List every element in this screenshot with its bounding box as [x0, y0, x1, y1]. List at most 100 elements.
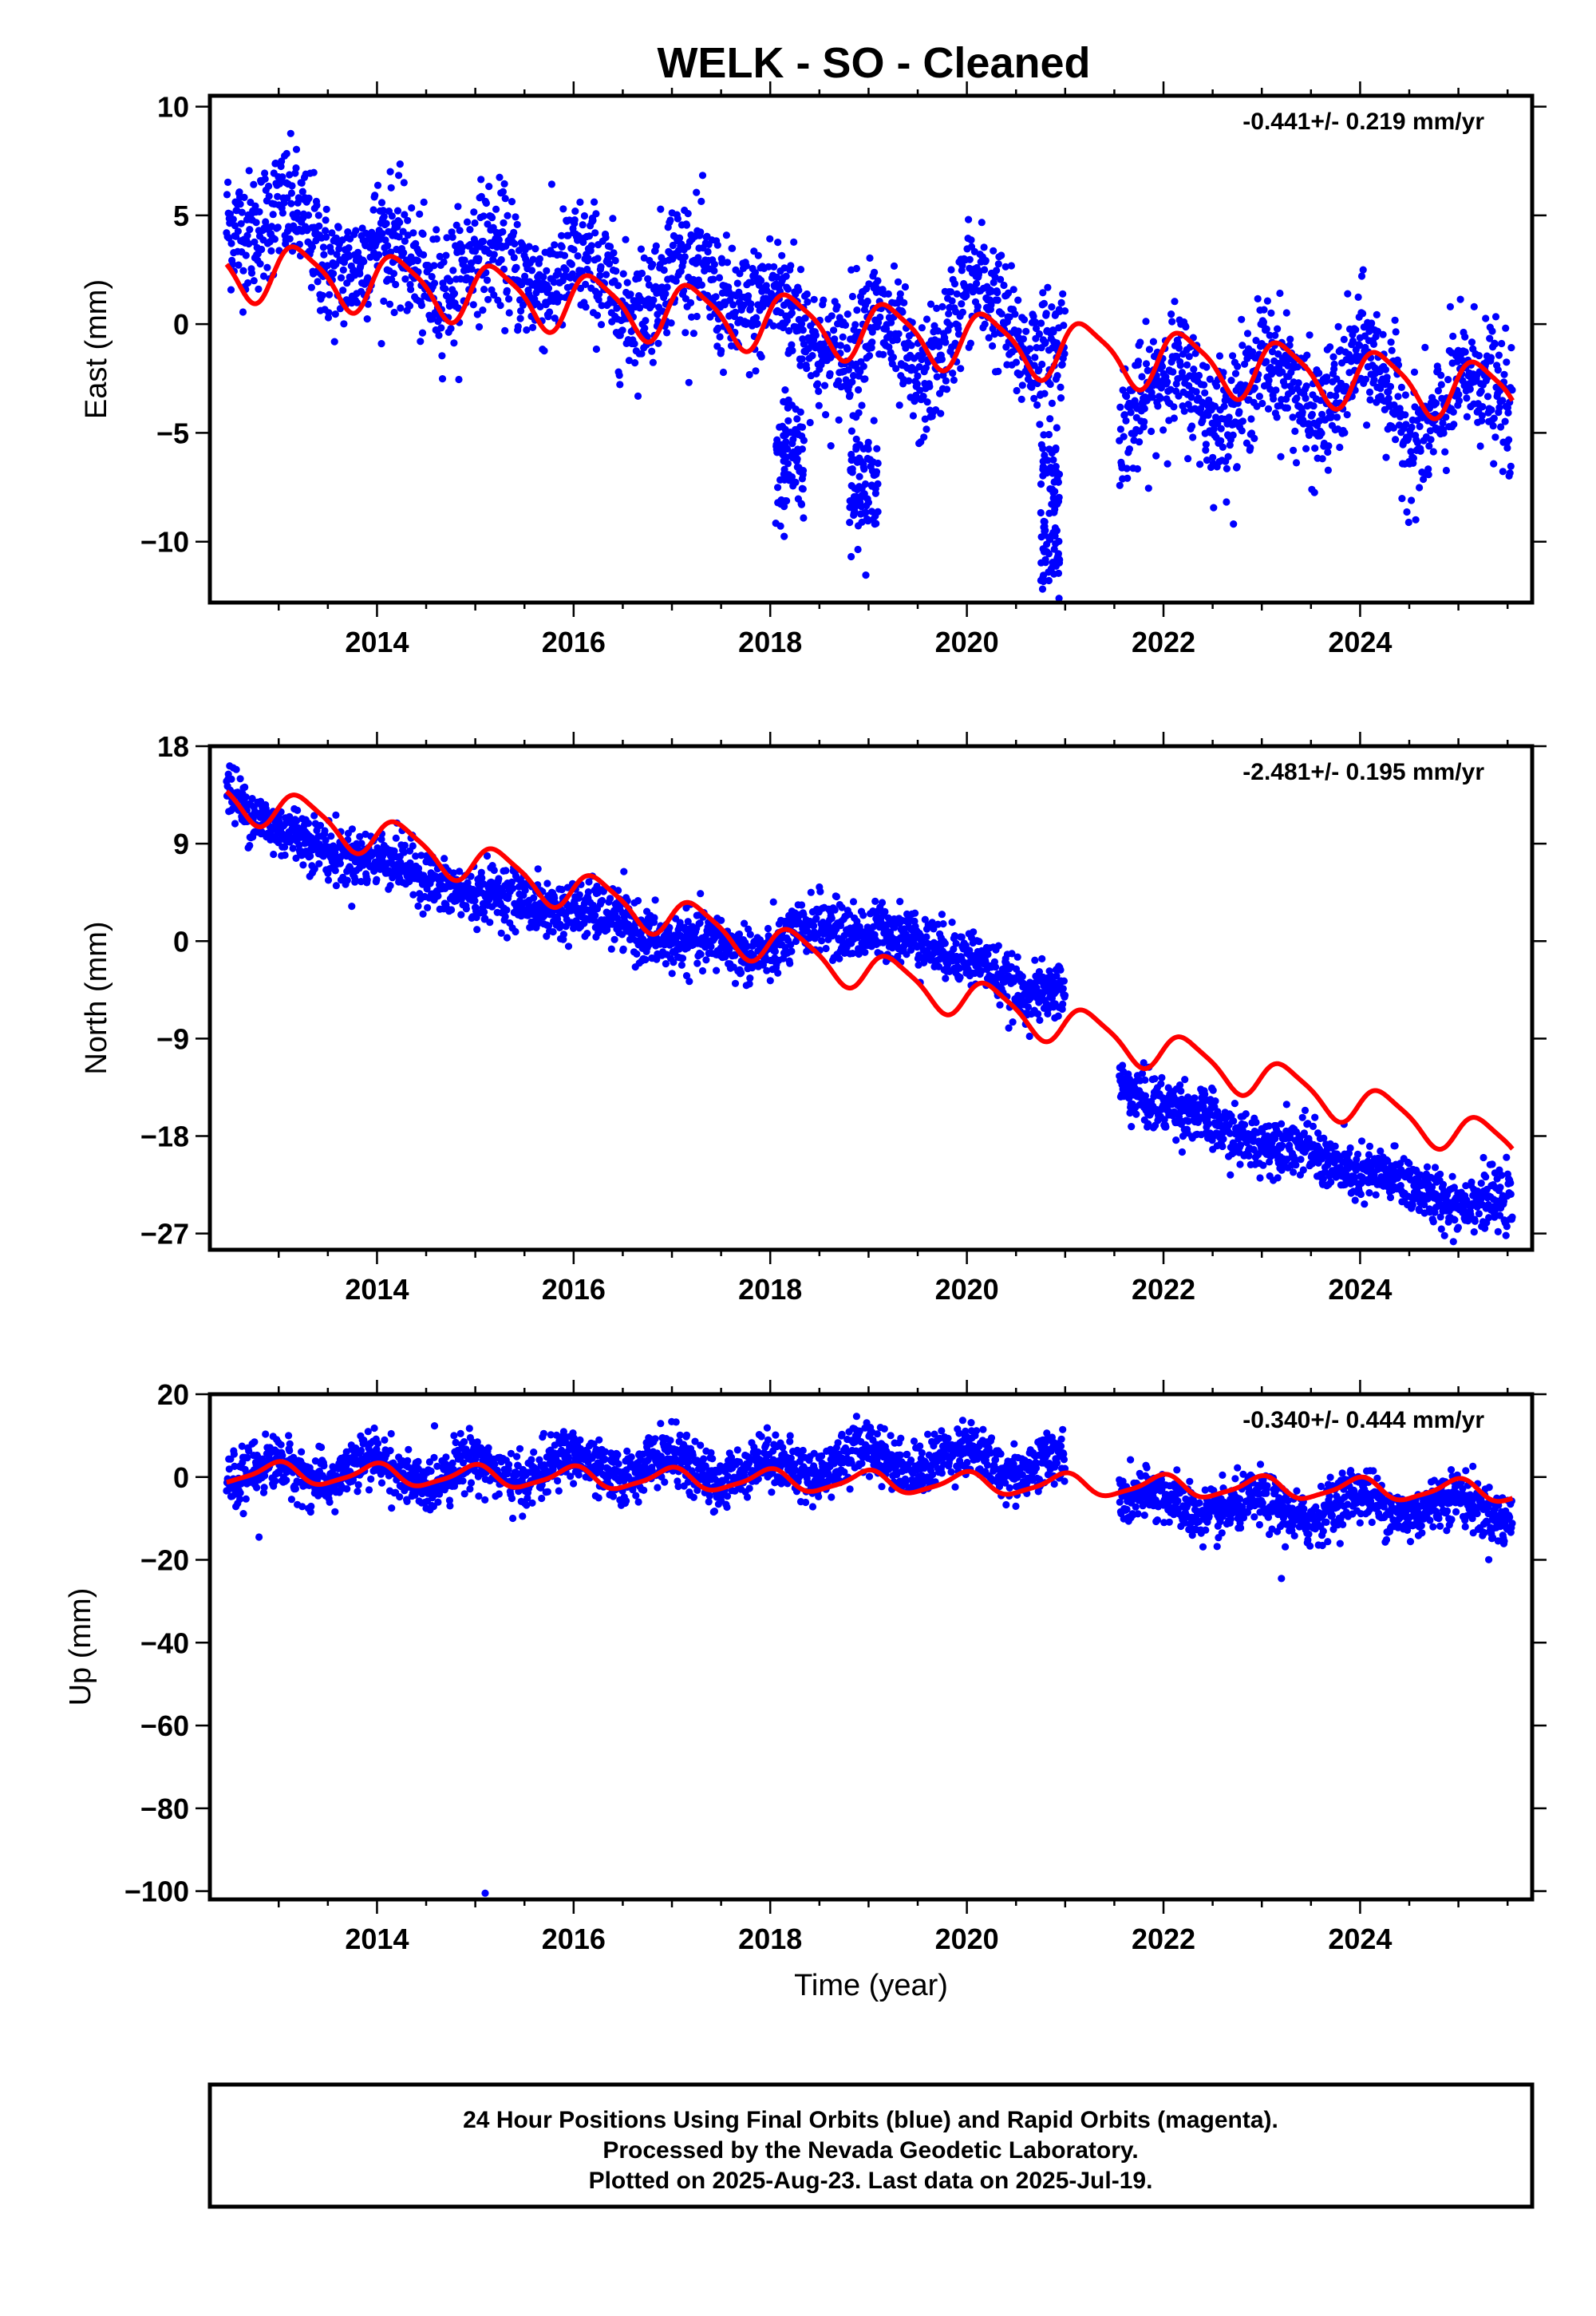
data-point: [1185, 353, 1193, 361]
data-point: [244, 279, 252, 287]
data-point: [605, 260, 614, 268]
data-point: [610, 935, 618, 943]
data-point: [322, 227, 330, 235]
data-point: [224, 178, 232, 186]
data-point: [1394, 393, 1402, 401]
data-point: [745, 980, 753, 988]
data-point: [945, 310, 953, 318]
outlier-point: [1045, 445, 1053, 453]
data-point: [448, 906, 456, 914]
data-point: [478, 874, 486, 882]
outlier-point: [772, 520, 780, 528]
data-point: [985, 334, 993, 342]
data-point: [1144, 366, 1152, 374]
data-point: [1502, 324, 1510, 332]
data-point: [274, 223, 282, 231]
data-point: [521, 886, 529, 895]
data-point: [808, 352, 816, 360]
data-point: [1196, 460, 1204, 468]
data-point: [696, 919, 704, 927]
data-point: [231, 820, 239, 828]
data-point: [247, 269, 256, 277]
data-point: [1429, 448, 1437, 456]
data-point: [412, 852, 420, 860]
data-point: [807, 888, 815, 896]
data-point: [911, 909, 919, 917]
data-point: [1020, 316, 1029, 324]
data-point: [1336, 443, 1344, 452]
data-point: [975, 938, 983, 946]
data-point: [626, 290, 634, 298]
data-point: [967, 236, 975, 244]
data-point: [1340, 335, 1348, 343]
data-point: [803, 365, 811, 373]
data-point: [1281, 381, 1289, 389]
data-point: [937, 409, 945, 417]
data-point: [1210, 504, 1218, 512]
data-points: [223, 762, 1516, 1246]
data-point: [1391, 316, 1399, 324]
data-point: [1229, 352, 1237, 360]
data-point: [1392, 328, 1400, 336]
data-point: [1349, 337, 1357, 345]
data-point: [484, 295, 492, 303]
data-point: [386, 168, 394, 176]
data-point: [1049, 328, 1057, 336]
data-point: [966, 339, 974, 347]
data-point: [1373, 327, 1382, 335]
outlier-point: [872, 520, 880, 528]
data-point: [1354, 293, 1362, 301]
data-point: [458, 243, 467, 251]
data-point: [440, 855, 448, 863]
data-point: [236, 200, 244, 208]
data-point: [1298, 408, 1306, 417]
data-point: [1125, 445, 1133, 453]
data-point: [828, 312, 836, 320]
data-point: [848, 292, 856, 301]
outlier-point: [1045, 568, 1053, 576]
data-point: [681, 253, 689, 261]
data-point: [1258, 399, 1266, 408]
data-point: [479, 237, 488, 246]
data-point: [914, 372, 922, 380]
data-point: [516, 314, 524, 322]
data-point: [1368, 319, 1376, 327]
outlier-point: [784, 417, 792, 425]
data-point: [1491, 313, 1500, 321]
data-point: [1310, 488, 1318, 496]
data-point: [1508, 386, 1516, 394]
data-point: [717, 346, 725, 355]
data-point: [1486, 334, 1494, 342]
data-point: [697, 890, 705, 898]
data-point: [556, 920, 564, 928]
data-point: [678, 240, 685, 248]
data-point: [344, 228, 352, 236]
data-point: [958, 300, 966, 308]
data-point: [1479, 403, 1487, 411]
data-point: [1503, 444, 1511, 453]
data-point: [610, 249, 618, 257]
data-point: [449, 267, 457, 275]
data-point: [836, 342, 844, 350]
outlier-point: [867, 508, 876, 516]
data-point: [994, 367, 1002, 375]
data-point: [270, 850, 278, 859]
data-point: [1317, 429, 1325, 437]
data-point: [709, 275, 717, 283]
data-point: [1136, 438, 1144, 446]
data-point: [294, 806, 302, 815]
data-point: [501, 326, 509, 334]
data-point: [1206, 375, 1214, 383]
data-point: [1504, 409, 1512, 417]
data-point: [369, 206, 377, 214]
data-point: [733, 279, 741, 287]
outlier-point: [859, 509, 867, 517]
outlier-point: [784, 460, 792, 468]
data-point: [286, 171, 294, 179]
data-point: [747, 300, 755, 308]
data-point: [1033, 401, 1041, 409]
data-point: [885, 343, 893, 351]
data-point: [265, 192, 273, 200]
data-point: [1326, 391, 1334, 399]
